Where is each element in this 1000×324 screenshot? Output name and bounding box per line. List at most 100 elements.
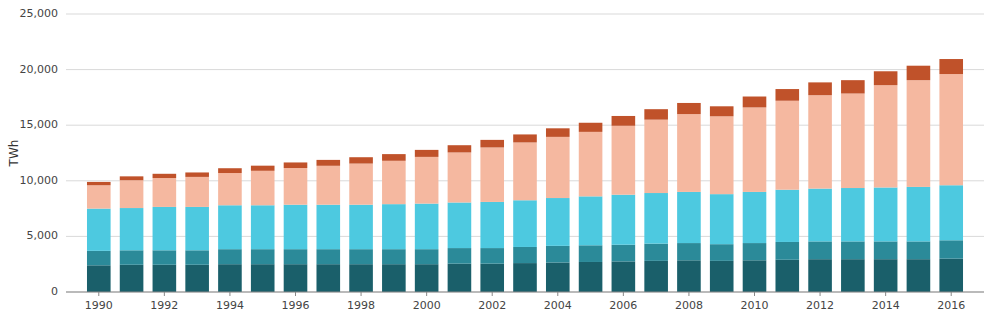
bar <box>579 123 603 132</box>
bar <box>546 128 570 137</box>
x-tick <box>229 292 230 296</box>
bar <box>644 109 668 119</box>
bar <box>808 189 832 242</box>
x-tick <box>885 292 886 296</box>
bar <box>939 59 963 74</box>
bar <box>120 250 144 264</box>
bar <box>644 193 668 244</box>
bar <box>316 205 340 249</box>
bar <box>644 261 668 292</box>
series <box>87 59 963 185</box>
bar <box>579 262 603 292</box>
bar <box>349 157 373 163</box>
bar <box>907 66 931 80</box>
y-axis-label: TWh <box>7 140 21 168</box>
bar <box>251 166 275 171</box>
bar <box>284 264 308 292</box>
bar <box>874 259 898 292</box>
x-tick-label: 2008 <box>675 299 703 312</box>
bar <box>644 244 668 261</box>
bar <box>382 161 406 204</box>
x-tick <box>820 292 821 296</box>
bar <box>841 259 865 292</box>
bar <box>153 207 177 250</box>
bar <box>513 263 537 292</box>
bar <box>382 154 406 161</box>
bar <box>579 132 603 196</box>
x-tick <box>688 292 689 296</box>
bar <box>907 259 931 292</box>
bar <box>612 126 636 195</box>
bar <box>710 106 734 116</box>
bar <box>284 168 308 205</box>
bar <box>874 187 898 241</box>
x-tick-label: 2014 <box>872 299 900 312</box>
bar <box>775 190 799 242</box>
bar <box>153 174 177 178</box>
bar <box>841 188 865 241</box>
bar <box>316 264 340 292</box>
bar <box>153 265 177 292</box>
bar <box>448 202 472 248</box>
bar <box>284 205 308 249</box>
bar <box>743 97 767 108</box>
x-tick <box>164 292 165 296</box>
x-tick-label: 2012 <box>806 299 834 312</box>
bar <box>251 249 275 264</box>
bar <box>120 208 144 250</box>
bar <box>284 249 308 264</box>
bar <box>513 247 537 263</box>
bar <box>316 160 340 166</box>
bar <box>775 89 799 101</box>
bar <box>579 245 603 262</box>
bar <box>677 114 701 192</box>
bar <box>775 260 799 292</box>
bar <box>87 265 111 292</box>
bar <box>316 166 340 205</box>
bar <box>808 241 832 259</box>
bar <box>710 261 734 292</box>
bar <box>448 145 472 152</box>
bar <box>743 107 767 192</box>
bar <box>546 198 570 246</box>
x-tick-label: 2002 <box>478 299 506 312</box>
bar <box>939 74 963 185</box>
bar <box>480 202 504 248</box>
bar <box>743 260 767 292</box>
bar <box>841 94 865 189</box>
bar <box>907 80 931 187</box>
bar <box>480 248 504 264</box>
x-tick-label: 1998 <box>347 299 375 312</box>
bar <box>87 209 111 251</box>
grid-line <box>66 14 984 15</box>
bar <box>120 180 144 208</box>
x-tick-label: 2004 <box>544 299 572 312</box>
x-tick <box>557 292 558 296</box>
bar <box>87 251 111 265</box>
y-tick-label: 10,000 <box>20 174 59 187</box>
bar <box>185 250 209 264</box>
x-tick <box>951 292 952 296</box>
bar <box>677 243 701 260</box>
bar <box>382 264 406 292</box>
bar <box>808 82 832 95</box>
bar <box>710 244 734 261</box>
y-grid <box>66 14 984 292</box>
bar <box>87 185 111 208</box>
y-tick-labels: 05,00010,00015,00020,00025,000 <box>20 7 59 298</box>
grid-line <box>66 69 984 70</box>
bars <box>87 59 963 292</box>
x-tick <box>98 292 99 296</box>
bar <box>808 259 832 292</box>
x-tick-label: 1996 <box>282 299 310 312</box>
bar <box>415 249 439 264</box>
x-tick-label: 2016 <box>937 299 965 312</box>
bar <box>185 207 209 250</box>
bar <box>874 241 898 259</box>
grid-line <box>66 292 984 293</box>
bar <box>120 265 144 292</box>
x-tick-label: 1990 <box>85 299 113 312</box>
bar <box>546 246 570 263</box>
bar <box>218 249 242 264</box>
bar <box>612 245 636 262</box>
